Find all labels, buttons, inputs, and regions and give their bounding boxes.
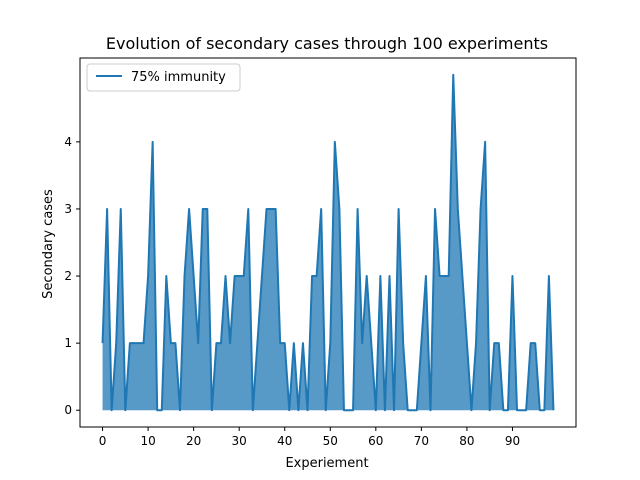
legend: 75% immunity bbox=[86, 63, 241, 92]
x-tick-label: 30 bbox=[232, 434, 247, 448]
x-tick-label: 40 bbox=[277, 434, 292, 448]
y-axis-label: Secondary cases bbox=[41, 189, 56, 299]
y-axis: 0 1 2 3 4 bbox=[64, 135, 80, 417]
chart-title: Evolution of secondary cases through 100… bbox=[106, 34, 548, 53]
x-tick-label: 10 bbox=[140, 434, 155, 448]
x-axis: 0 10 20 30 40 50 60 70 80 90 bbox=[99, 427, 520, 448]
plot-area bbox=[101, 73, 555, 412]
y-tick-label: 0 bbox=[64, 403, 72, 417]
area-fill-series-0 bbox=[102, 74, 554, 411]
x-tick-label: 70 bbox=[414, 434, 429, 448]
y-tick-label: 4 bbox=[64, 135, 72, 149]
y-tick-label: 3 bbox=[64, 202, 72, 216]
legend-box bbox=[86, 63, 241, 92]
axes-frame bbox=[79, 57, 577, 428]
y-tick-label: 2 bbox=[64, 269, 72, 283]
x-tick-label: 60 bbox=[368, 434, 383, 448]
legend-label: 75% immunity bbox=[131, 70, 226, 85]
x-tick-label: 80 bbox=[459, 434, 474, 448]
x-axis-label: Experiement bbox=[285, 456, 368, 471]
x-tick-label: 50 bbox=[323, 434, 338, 448]
x-tick-label: 20 bbox=[186, 434, 201, 448]
line-series-0 bbox=[101, 73, 555, 412]
y-tick-label: 1 bbox=[64, 336, 72, 350]
x-tick-label: 90 bbox=[505, 434, 520, 448]
x-tick-label: 0 bbox=[99, 434, 107, 448]
